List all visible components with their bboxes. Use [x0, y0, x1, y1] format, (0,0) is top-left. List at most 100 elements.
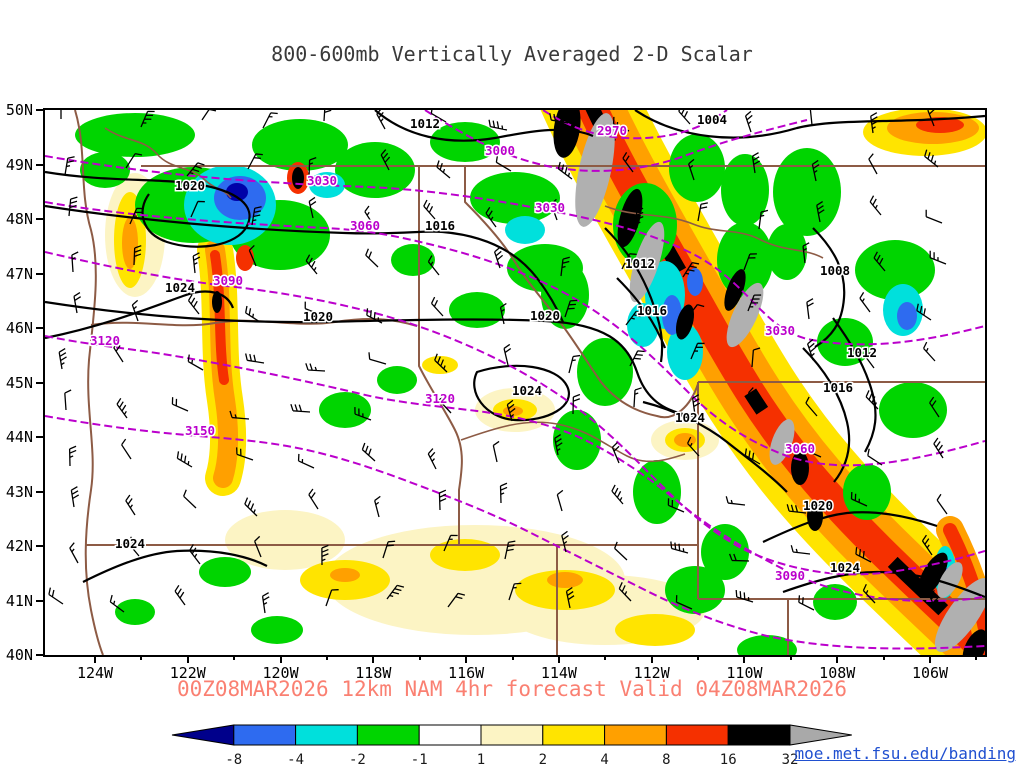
wind-barb	[436, 160, 451, 179]
colorbar-segment	[604, 724, 667, 746]
wind-barb	[125, 494, 136, 516]
colorbar-label: -1	[411, 752, 428, 768]
wind-barb	[254, 535, 262, 558]
wind-barb	[859, 292, 871, 313]
mslp-contour-label: 1024	[165, 280, 195, 295]
wind-barb	[71, 251, 79, 273]
wind-barb	[804, 443, 822, 458]
wind-barb	[438, 489, 447, 511]
wind-barb	[427, 255, 440, 276]
wind-barb	[187, 294, 200, 315]
lon-tick-label: 118W	[355, 664, 392, 682]
wind-barb	[423, 199, 436, 220]
wind-barb	[670, 541, 689, 554]
wind-barb	[380, 149, 391, 171]
wind-barb	[747, 294, 762, 312]
wind-barb	[625, 310, 644, 326]
lat-tick-label: 50N	[5, 101, 33, 119]
wind-barb	[361, 442, 376, 462]
wind-barb	[261, 592, 270, 614]
wind-barb	[925, 209, 943, 224]
wind-barb	[493, 246, 504, 269]
lon-minor-tick	[697, 655, 700, 660]
wind-barb	[622, 152, 634, 173]
wind-barb	[614, 541, 628, 561]
height-contour-label: 3030	[307, 173, 337, 188]
colorbar-segment	[356, 724, 420, 746]
wind-barb	[133, 245, 142, 266]
wind-barb	[743, 253, 757, 271]
lon-tick-mark	[836, 655, 839, 663]
height-contour-label: 3120	[425, 391, 455, 406]
lat-tick-mark	[36, 163, 43, 166]
wind-barb	[629, 350, 645, 367]
wind-barb	[929, 396, 940, 418]
mslp-contour-label: 1020	[303, 309, 333, 324]
lat-tick-label: 45N	[5, 373, 33, 392]
wind-barb	[686, 303, 705, 319]
wind-barb	[171, 397, 189, 412]
wind-barb	[64, 156, 75, 176]
lat-tick-mark	[36, 654, 43, 656]
lat-tick-label: 44N	[5, 428, 33, 446]
mslp-contour-label: 1024	[512, 383, 542, 398]
wind-barb	[68, 445, 77, 467]
lon-tick-mark	[186, 655, 189, 663]
wind-barb	[376, 108, 386, 130]
height-contour-label: 3030	[535, 200, 565, 215]
wind-barb	[262, 112, 278, 129]
wind-barb	[304, 301, 322, 316]
height-contour-label: 3030	[765, 323, 795, 338]
wind-barb	[611, 484, 624, 505]
wind-barb	[438, 393, 452, 414]
wind-barb	[816, 200, 825, 223]
colorbar: -8 -4 -2 -1 1 2 4 8 16 32	[162, 723, 862, 768]
colorbar-label: -4	[287, 752, 304, 768]
wind-barb	[247, 153, 263, 170]
lon-minor-tick	[140, 655, 143, 660]
wind-barb	[621, 253, 637, 270]
wind-barb	[201, 105, 219, 121]
lon-minor-tick	[975, 655, 978, 660]
wind-barb	[682, 262, 700, 278]
wind-barb	[549, 113, 569, 124]
lon-minor-tick	[325, 655, 328, 660]
wind-barb	[503, 343, 512, 366]
wind-barb	[183, 489, 197, 509]
wind-barb	[806, 338, 817, 361]
wind-barb	[867, 448, 883, 466]
wind-barb	[618, 582, 632, 602]
wind-barb	[434, 353, 448, 373]
wind-barb	[176, 451, 193, 468]
colorbar-arrow-right	[789, 724, 852, 746]
mslp-contours	[44, 109, 986, 599]
wind-barb	[186, 162, 205, 177]
mslp-contour-label: 1016	[425, 218, 455, 233]
wind-barb	[870, 112, 879, 134]
wind-barb	[485, 206, 497, 228]
map-plot: 1012 1004 1020 1016 1024 1020 1012 1016 1020 1024…	[44, 32, 1024, 718]
wind-barb	[554, 433, 563, 456]
wind-barb	[850, 491, 868, 507]
wind-barb	[504, 540, 516, 560]
wind-barb	[366, 308, 383, 324]
credit-link[interactable]: moe.met.fsu.edu/banding	[794, 744, 1016, 763]
wind-barb	[488, 119, 508, 131]
mslp-contour-label: 1016	[637, 303, 667, 318]
wind-barb	[229, 410, 250, 420]
wind-barb	[802, 242, 810, 264]
wind-barb	[140, 110, 155, 128]
lat-tick-label: 42N	[5, 537, 33, 555]
wind-barb	[248, 244, 257, 267]
colorbar-segment	[295, 724, 358, 746]
wind-barb	[744, 448, 761, 465]
wind-barb	[560, 256, 570, 277]
wind-barb	[499, 302, 507, 325]
colorbar-segment	[727, 724, 791, 746]
mslp-contour-label: 1024	[830, 560, 860, 575]
wind-barb	[121, 438, 132, 460]
lon-tick-mark	[279, 655, 282, 663]
lon-minor-tick	[789, 655, 792, 660]
wind-barb	[565, 586, 575, 609]
